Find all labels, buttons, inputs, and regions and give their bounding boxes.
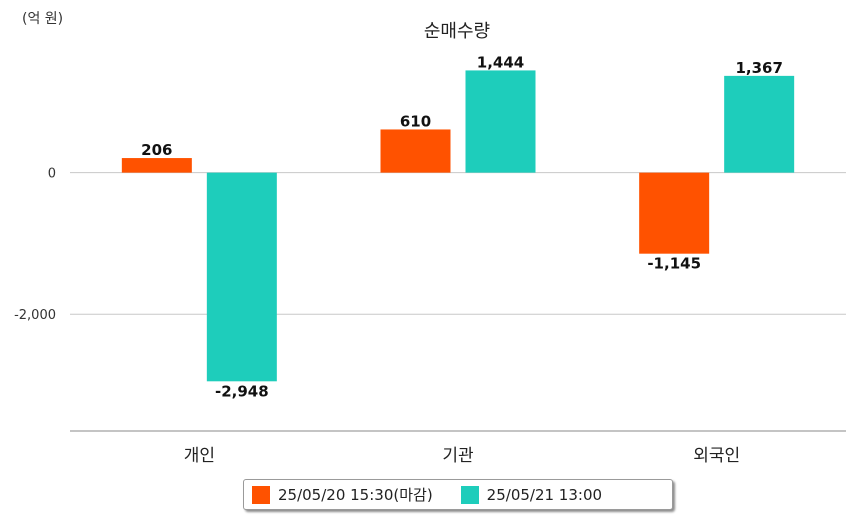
bar[interactable] bbox=[380, 129, 451, 173]
bar[interactable] bbox=[724, 75, 795, 173]
bar[interactable] bbox=[465, 70, 536, 173]
y-tick-label: 0 bbox=[48, 167, 56, 182]
bar[interactable] bbox=[121, 158, 192, 173]
legend-swatch-series-1 bbox=[252, 485, 270, 504]
legend-swatch-series-2 bbox=[460, 485, 479, 504]
data-label: 610 bbox=[400, 112, 431, 130]
category-label: 외국인 bbox=[693, 446, 740, 466]
gridlines bbox=[70, 172, 846, 315]
data-label: 1,444 bbox=[477, 53, 524, 71]
chart-title: 순매수량 bbox=[424, 21, 490, 42]
category-label: 개인 bbox=[184, 446, 215, 466]
legend-label-series-1: 25/05/20 15:30(마감) bbox=[278, 486, 433, 504]
labels: 0 -2,000 206 -2,948 개인 610 1,444 기관 -1,145 1,367 외… bbox=[14, 53, 783, 466]
data-label: -2,948 bbox=[215, 382, 269, 400]
bar[interactable] bbox=[206, 172, 277, 382]
category-label: 기관 bbox=[442, 446, 473, 466]
y-tick-label: -2,000 bbox=[14, 308, 56, 323]
data-label: 1,367 bbox=[735, 59, 782, 77]
legend-item-series-1[interactable]: 25/05/20 15:30(마감) bbox=[252, 484, 433, 505]
bars bbox=[121, 70, 795, 382]
data-label: 206 bbox=[141, 141, 172, 159]
legend-label-series-2: 25/05/21 13:00 bbox=[486, 485, 603, 504]
data-label: -1,145 bbox=[647, 255, 701, 273]
legend-item-series-2[interactable]: 25/05/21 13:00 bbox=[460, 485, 603, 504]
unit-label: (억 원) bbox=[22, 11, 63, 27]
legend: 25/05/20 15:30(마감) 25/05/21 13:00 bbox=[243, 479, 673, 510]
bar[interactable] bbox=[639, 172, 710, 254]
